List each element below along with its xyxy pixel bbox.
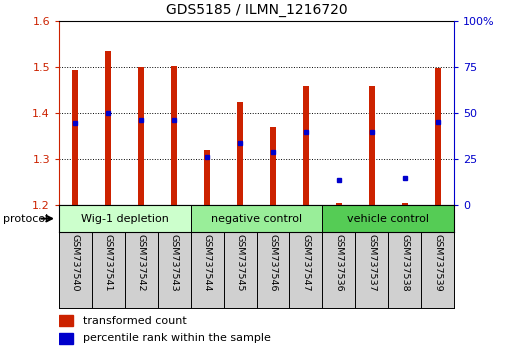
Bar [303,86,309,205]
Bar [59,315,73,326]
Text: GSM737536: GSM737536 [334,234,343,292]
Bar [322,205,454,232]
Text: GSM737546: GSM737546 [268,234,278,292]
Bar [105,51,111,205]
Text: transformed count: transformed count [83,316,186,326]
Bar [435,68,441,205]
Text: GSM737537: GSM737537 [367,234,376,292]
Bar [59,333,73,344]
Text: GSM737538: GSM737538 [400,234,409,292]
Bar [191,205,322,232]
Text: GSM737547: GSM737547 [301,234,310,292]
Text: Wig-1 depletion: Wig-1 depletion [81,213,169,224]
Text: GSM737540: GSM737540 [71,234,80,292]
Title: GDS5185 / ILMN_1216720: GDS5185 / ILMN_1216720 [166,4,347,17]
Bar [336,203,342,205]
Text: negative control: negative control [211,213,302,224]
Bar [270,127,276,205]
Bar [59,205,191,232]
Text: percentile rank within the sample: percentile rank within the sample [83,333,270,343]
Bar [139,67,144,205]
Bar [237,102,243,205]
Bar [402,203,408,205]
Text: protocol: protocol [3,213,48,224]
Text: GSM737545: GSM737545 [235,234,245,292]
Text: GSM737544: GSM737544 [203,234,212,292]
Text: GSM737543: GSM737543 [170,234,179,292]
Bar [369,86,374,205]
Bar [204,150,210,205]
Text: vehicle control: vehicle control [347,213,429,224]
Text: GSM737539: GSM737539 [433,234,442,292]
Text: GSM737542: GSM737542 [137,234,146,292]
Bar [72,70,78,205]
Text: GSM737541: GSM737541 [104,234,113,292]
Bar [171,66,177,205]
